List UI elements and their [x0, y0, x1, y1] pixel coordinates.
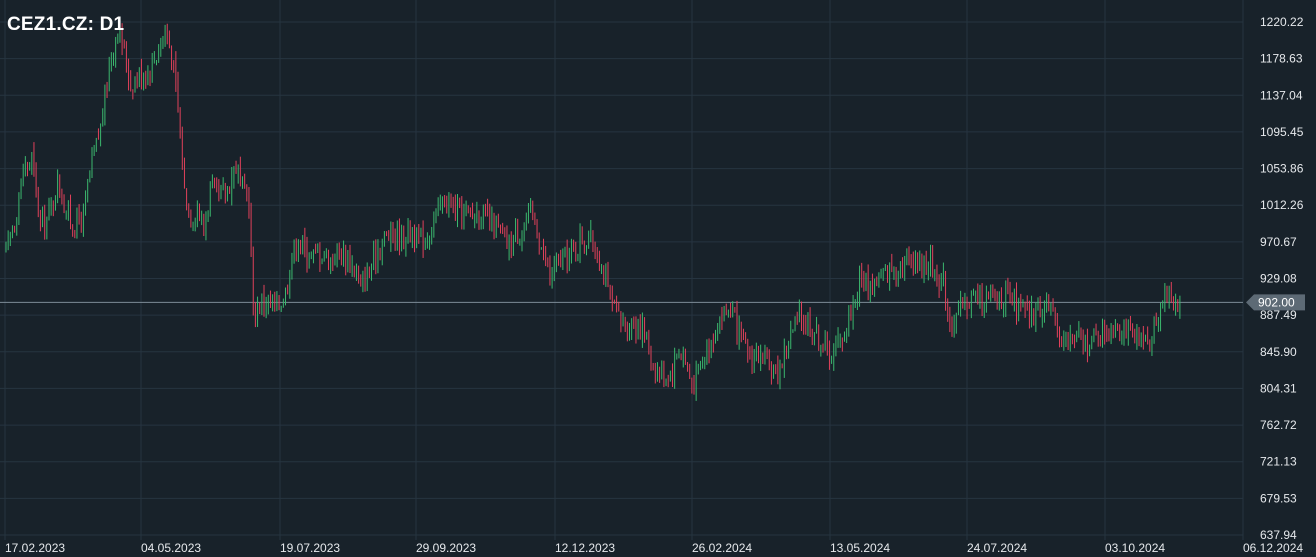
y-tick-label: 1012.26 [1260, 198, 1304, 212]
grid-layer [0, 0, 1244, 540]
y-tick-label: 804.31 [1260, 381, 1297, 395]
current-price-tag [1246, 294, 1305, 311]
x-tick-label: 17.02.2023 [5, 541, 65, 555]
y-tick-label: 1220.22 [1260, 15, 1304, 29]
x-tick-label: 13.05.2024 [830, 541, 890, 555]
y-tick-label: 929.08 [1260, 272, 1297, 286]
x-tick-label: 12.12.2023 [555, 541, 615, 555]
y-tick-label: 1095.45 [1260, 125, 1304, 139]
y-tick-label: 845.90 [1260, 345, 1297, 359]
y-tick-label: 721.13 [1260, 455, 1297, 469]
current-price-label: 902.00 [1258, 295, 1295, 309]
y-tick-label: 970.67 [1260, 235, 1297, 249]
x-tick-label: 26.02.2024 [692, 541, 752, 555]
x-tick-label: 19.07.2023 [280, 541, 340, 555]
x-tick-label: 06.12.2024 [1243, 541, 1303, 555]
y-axis: 1220.22 1178.63 1137.04 1095.45 1053.86 1012.… [1260, 15, 1304, 542]
candle-layer [5, 23, 1181, 401]
chart-title: CEZ1.CZ: D1 [7, 14, 125, 35]
y-tick-label: 887.49 [1260, 308, 1297, 322]
x-axis: 17.02.2023 04.05.2023 19.07.2023 29.09.2023… [5, 541, 1303, 555]
x-tick-label: 03.10.2024 [1105, 541, 1165, 555]
y-tick-label: 679.53 [1260, 491, 1297, 505]
x-tick-label: 24.07.2024 [967, 541, 1027, 555]
y-tick-label: 1137.04 [1260, 88, 1303, 102]
x-tick-label: 04.05.2023 [141, 541, 201, 555]
y-tick-label: 637.94 [1260, 528, 1297, 542]
price-tag-layer: 902.00 [1246, 294, 1305, 311]
x-tick-label: 29.09.2023 [416, 541, 476, 555]
y-tick-label: 1053.86 [1260, 162, 1304, 176]
y-tick-label: 762.72 [1260, 418, 1297, 432]
y-tick-label: 1178.63 [1260, 52, 1303, 66]
